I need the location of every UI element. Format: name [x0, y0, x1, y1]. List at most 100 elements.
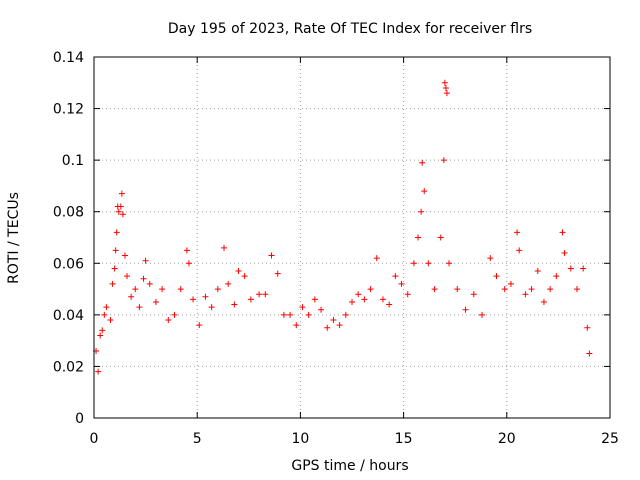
data-point	[171, 311, 178, 318]
data-point	[586, 350, 593, 357]
data-point	[437, 234, 444, 241]
data-point	[355, 291, 362, 298]
data-point	[95, 368, 102, 375]
data-point	[540, 298, 547, 305]
data-point	[225, 280, 232, 287]
data-point	[561, 249, 568, 256]
data-point	[262, 291, 269, 298]
y-axis-label: ROTI / TECUs	[6, 192, 22, 284]
data-point	[128, 293, 135, 300]
data-point	[349, 298, 355, 305]
data-point	[446, 260, 453, 267]
data-point	[280, 311, 287, 318]
x-axis-label: GPS time / hours	[291, 458, 408, 474]
data-point	[386, 301, 393, 308]
y-tick-label: 0.06	[53, 256, 84, 272]
data-point	[274, 270, 281, 277]
x-tick-label: 20	[498, 431, 516, 447]
data-point	[419, 159, 426, 166]
data-point	[342, 311, 349, 318]
data-point	[121, 252, 128, 259]
data-point	[103, 304, 110, 311]
data-point	[165, 317, 172, 324]
y-tick-label: 0.04	[53, 308, 84, 324]
data-point	[299, 304, 306, 311]
data-point	[361, 296, 368, 303]
data-point	[514, 229, 521, 236]
data-point	[528, 286, 535, 293]
data-point	[118, 190, 125, 197]
data-point	[336, 322, 343, 329]
data-point	[392, 273, 399, 280]
x-tick-label: 10	[291, 431, 309, 447]
data-point	[573, 286, 580, 293]
data-point	[113, 229, 120, 236]
data-point	[159, 286, 166, 293]
data-point	[117, 203, 124, 210]
data-point	[115, 208, 122, 215]
data-point	[479, 311, 486, 318]
data-point	[247, 296, 254, 303]
data-point	[553, 273, 560, 280]
data-point	[268, 252, 275, 259]
data-point	[418, 208, 425, 215]
data-point	[241, 273, 248, 280]
data-point	[132, 286, 139, 293]
x-tick-label: 0	[90, 431, 99, 447]
data-point	[324, 324, 331, 331]
data-point	[398, 280, 405, 287]
data-point	[142, 257, 149, 264]
data-point	[547, 286, 554, 293]
data-point	[287, 311, 294, 318]
data-point	[415, 234, 422, 241]
data-point	[214, 286, 221, 293]
data-point	[580, 265, 587, 272]
data-point	[202, 293, 209, 300]
data-point	[567, 265, 574, 272]
data-point	[318, 306, 325, 313]
data-point	[584, 324, 591, 331]
data-point	[441, 79, 448, 86]
data-point	[462, 306, 469, 313]
y-tick-label: 0	[75, 411, 84, 427]
data-point	[190, 296, 197, 303]
data-point	[231, 301, 238, 308]
data-point	[559, 229, 566, 236]
data-point	[522, 291, 529, 298]
data-point	[330, 317, 337, 324]
data-point	[208, 304, 215, 311]
tick-layer: 0 0.02 0.04 0.06 0.08 0.1 0.12 0.14 0 5 10 15 20 25	[53, 50, 619, 447]
data-point	[516, 247, 523, 254]
data-point	[221, 244, 228, 251]
data-point	[111, 265, 118, 272]
data-point	[146, 280, 153, 287]
data-point	[97, 332, 104, 339]
x-tick-label: 25	[601, 431, 619, 447]
data-point	[410, 260, 417, 267]
data-point	[442, 84, 449, 91]
y-tick-label: 0.14	[53, 50, 84, 66]
data-point	[425, 260, 432, 267]
data-point	[152, 298, 159, 305]
data-point	[440, 157, 447, 164]
data-point	[454, 286, 461, 293]
x-tick-label: 5	[193, 431, 202, 447]
data-point	[177, 286, 184, 293]
data-point	[124, 273, 131, 280]
data-point	[119, 211, 126, 218]
data-point	[293, 322, 300, 329]
y-tick-label: 0.08	[53, 205, 84, 221]
y-tick-label: 0.12	[53, 102, 84, 118]
y-tick-label: 0.1	[62, 153, 84, 169]
data-point	[501, 286, 508, 293]
data-point	[136, 304, 143, 311]
data-point	[507, 280, 514, 287]
data-point	[443, 90, 450, 97]
data-point	[404, 291, 411, 298]
data-point	[379, 296, 386, 303]
plot-frame	[93, 56, 611, 419]
data-point	[493, 273, 500, 280]
data-point	[470, 291, 477, 298]
data-point	[373, 255, 380, 262]
